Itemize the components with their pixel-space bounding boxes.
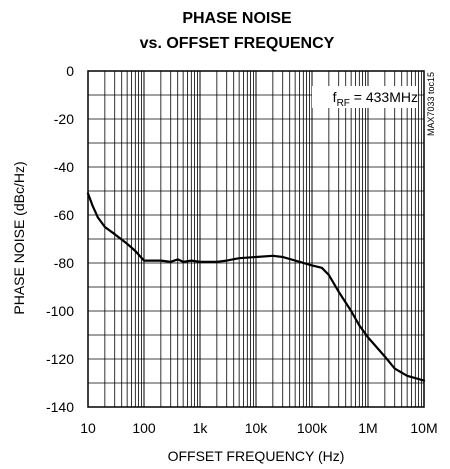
x-tick-label: 10M (410, 420, 437, 436)
annotation-subscript: RF (337, 98, 350, 109)
y-tick-label: -120 (46, 351, 74, 367)
y-tick-label: -140 (46, 399, 74, 415)
y-tick-label: 0 (66, 63, 74, 79)
plot-frame (87, 70, 425, 408)
annotation-prefix: f (333, 89, 337, 105)
chart-subtitle: vs. OFFSET FREQUENCY (140, 35, 335, 52)
phase-noise-series-line (86, 192, 426, 382)
y-tick-label: -20 (54, 111, 74, 127)
x-tick-label: 100k (297, 420, 328, 436)
frequency-annotation: fRF = 433MHz (333, 89, 418, 109)
x-axis-label: OFFSET FREQUENCY (Hz) (168, 448, 345, 464)
x-tick-label: 10k (245, 420, 269, 436)
x-tick-label: 10 (80, 420, 96, 436)
y-tick-labels: 0 -20 -40 -60 -80 -100 -120 -140 (46, 63, 74, 415)
x-tick-label: 1M (358, 420, 377, 436)
y-tick-label: -60 (54, 207, 74, 223)
y-tick-label: -80 (54, 255, 74, 271)
annotation-background (312, 86, 418, 108)
y-tick-label: -40 (54, 159, 74, 175)
annotation-value: = 433MHz (350, 89, 418, 105)
y-axis-label: PHASE NOISE (dBc/Hz) (11, 161, 27, 314)
figure-ref-background (425, 70, 437, 142)
grid (88, 71, 424, 407)
x-tick-label: 100 (132, 420, 156, 436)
y-tick-label: -100 (46, 303, 74, 319)
x-tick-label: 1k (193, 420, 209, 436)
chart-title: PHASE NOISE (182, 10, 292, 27)
x-tick-labels: 10 100 1k 10k 100k 1M 10M (80, 420, 437, 436)
figure-reference: MAX7033 toc15 (426, 72, 436, 136)
